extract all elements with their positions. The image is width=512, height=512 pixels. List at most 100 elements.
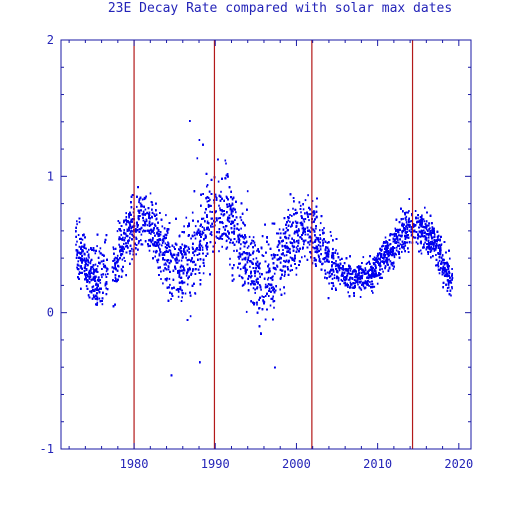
data-point — [144, 223, 147, 226]
data-point — [389, 243, 391, 246]
data-point — [240, 219, 243, 222]
data-point — [308, 243, 311, 246]
data-point — [187, 246, 190, 249]
data-point — [334, 287, 337, 290]
data-point — [380, 260, 382, 263]
data-point — [343, 277, 345, 280]
data-point — [238, 257, 240, 260]
data-point — [96, 245, 98, 248]
data-point — [246, 190, 249, 193]
data-point — [437, 263, 439, 266]
data-point — [326, 252, 329, 255]
data-point — [89, 260, 92, 263]
data-point — [136, 226, 139, 229]
data-point — [219, 207, 221, 210]
data-point — [366, 282, 368, 284]
data-point — [307, 194, 309, 197]
data-point — [343, 282, 345, 285]
data-point — [423, 229, 425, 232]
data-point — [280, 253, 283, 256]
data-point — [85, 285, 88, 288]
data-point — [402, 230, 405, 233]
data-point — [267, 276, 270, 279]
data-point — [451, 286, 453, 288]
data-point — [326, 250, 329, 253]
data-point — [398, 244, 400, 247]
data-point — [239, 255, 241, 257]
data-point — [226, 239, 228, 242]
data-point — [194, 237, 197, 240]
data-point — [123, 242, 125, 245]
data-point — [423, 232, 426, 234]
data-point — [272, 275, 274, 278]
data-point — [167, 268, 170, 271]
data-point — [168, 277, 171, 280]
data-point — [407, 211, 409, 214]
data-point — [77, 264, 80, 267]
data-point — [440, 244, 442, 246]
data-point — [96, 265, 99, 268]
data-point — [280, 276, 282, 279]
data-point — [164, 258, 166, 261]
data-point — [206, 200, 209, 203]
data-point — [245, 310, 248, 313]
data-point — [221, 238, 224, 240]
data-point — [297, 245, 299, 247]
data-point — [308, 219, 310, 222]
data-point — [403, 247, 405, 250]
data-point — [156, 244, 158, 247]
data-point — [425, 239, 428, 242]
data-point — [307, 233, 309, 236]
data-point — [177, 271, 179, 274]
data-point — [337, 264, 339, 267]
data-point — [290, 225, 292, 228]
data-point — [349, 272, 351, 275]
data-point — [291, 224, 293, 227]
data-point — [405, 234, 408, 237]
data-point — [165, 259, 168, 262]
data-point — [284, 265, 287, 268]
data-point — [135, 253, 137, 256]
data-point — [252, 258, 255, 261]
data-point — [341, 268, 343, 271]
data-point — [425, 246, 428, 249]
data-point — [124, 260, 126, 262]
data-point — [346, 282, 348, 285]
data-point — [343, 276, 346, 279]
data-point — [92, 285, 95, 288]
data-point — [204, 211, 206, 214]
data-point — [165, 214, 167, 217]
data-point — [122, 236, 124, 239]
data-point — [243, 266, 245, 269]
data-point — [406, 223, 408, 226]
data-point — [220, 190, 222, 193]
data-point — [152, 250, 155, 253]
data-point — [197, 248, 199, 251]
data-point — [406, 228, 408, 231]
data-point — [425, 228, 428, 231]
data-point — [125, 216, 128, 218]
data-point — [428, 234, 430, 237]
data-point — [240, 227, 242, 230]
data-point — [309, 231, 312, 234]
data-point — [185, 216, 188, 219]
data-point — [372, 262, 375, 264]
data-point — [117, 258, 120, 261]
data-point — [149, 224, 152, 226]
data-point — [280, 232, 282, 235]
data-point — [84, 275, 87, 278]
data-point — [378, 257, 380, 260]
data-point — [318, 240, 320, 243]
data-point — [131, 258, 133, 261]
data-point — [142, 229, 145, 232]
data-point — [116, 230, 119, 233]
data-point — [120, 233, 123, 236]
data-point — [284, 273, 286, 276]
data-point — [181, 231, 183, 233]
data-point — [177, 290, 180, 293]
data-point — [260, 288, 262, 291]
data-point — [255, 264, 258, 267]
data-point — [385, 251, 388, 254]
data-point — [112, 248, 115, 251]
data-point — [253, 270, 256, 273]
